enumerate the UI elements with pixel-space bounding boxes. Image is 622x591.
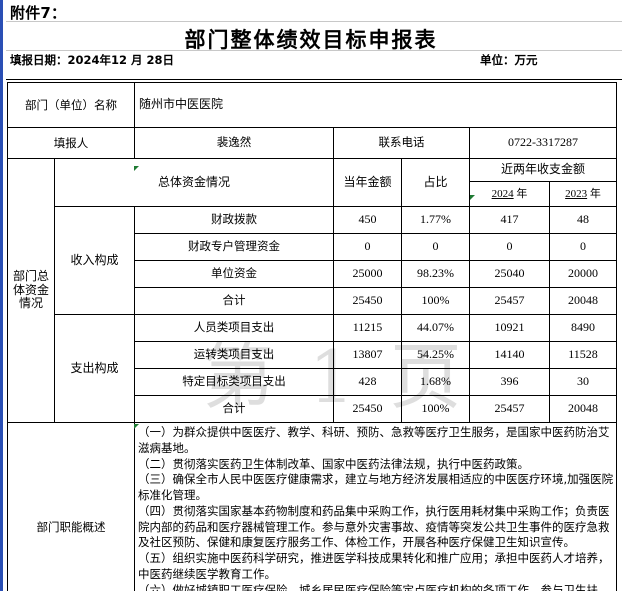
page-title: 部门整体绩效目标申报表 <box>184 28 438 52</box>
reporter-value[interactable]: 裴逸然 <box>134 127 334 159</box>
cell-ratio: 44.07% <box>401 314 470 342</box>
table-row-reporter: 填报人 裴逸然 联系电话 0722-3317287 <box>7 127 617 159</box>
cell-ratio: 54.25% <box>401 341 470 369</box>
col-header-year-2024: 2024 年 <box>469 181 550 207</box>
cell-year-2023: 8490 <box>549 314 617 342</box>
cell-current-amount: 428 <box>333 368 402 396</box>
cell-year-2024: 417 <box>469 206 550 234</box>
year-2023-number: 2023 <box>565 187 588 200</box>
cell-year-2023: 0 <box>549 233 617 261</box>
divider-above-table <box>6 79 622 80</box>
cell-current-amount: 0 <box>333 233 402 261</box>
year-2024-number: 2024 <box>491 187 514 200</box>
row-name: 财政专户管理资金 <box>134 233 334 261</box>
cell-year-2023: 11528 <box>549 341 617 369</box>
duties-paragraph: （五）组织实施中医药科学研究，推进医学科技成果转化和推广应用；承担中医药人才培养… <box>138 551 610 581</box>
duties-paragraph: （六）做好城镇职工医疗保险、城乡居民医疗保险等定点医疗机构的各项工作。参与卫生扶… <box>138 582 598 591</box>
cell-ratio: 98.23% <box>401 260 470 288</box>
cell-year-2024: 14140 <box>469 341 550 369</box>
table-header-row-2: 2024 年 2023 年 <box>8 181 617 207</box>
row-name: 财政拨款 <box>134 206 334 234</box>
cell-year-2024: 396 <box>469 368 550 396</box>
row-name: 运转类项目支出 <box>134 341 334 369</box>
row-group-label-income: 收入构成 <box>54 206 135 315</box>
cell-year-2023: 20000 <box>549 260 617 288</box>
cell-ratio: 1.77% <box>401 206 470 234</box>
duties-content: （一）为群众提供中医医疗、教学、科研、预防、急救等医疗卫生服务，是国家中医药防治… <box>134 422 617 591</box>
col-header-recent-two-years: 近两年收支金额 <box>469 158 617 182</box>
cell-year-2024: 25457 <box>469 395 550 423</box>
table-row: 单位资金 25000 98.23% 25040 20000 <box>8 260 617 288</box>
table-row-dept-name: 部门（单位）名称 随州市中医医院 <box>7 82 617 128</box>
unit-label: 单位：万元 <box>480 53 538 67</box>
cell-current-amount: 450 <box>333 206 402 234</box>
duties-paragraph: （四）贯彻落实国家基本药物制度和药品集中采购工作，执行医用耗材集中采购工作；负责… <box>138 503 610 550</box>
phone-label: 联系电话 <box>333 127 470 159</box>
dept-name-label: 部门（单位）名称 <box>7 82 135 128</box>
table-row: 财政专户管理资金 0 0 0 0 <box>8 233 617 261</box>
cell-year-2024: 0 <box>469 233 550 261</box>
cell-year-2024: 25040 <box>469 260 550 288</box>
reporter-label: 填报人 <box>7 127 135 159</box>
cell-current-amount: 25000 <box>333 260 402 288</box>
cell-ratio: 100% <box>401 287 470 315</box>
duties-paragraph: （三）确保全市人民中医医疗健康需求，建立与地方经济发展相适应的中医医疗环境,加强… <box>138 472 614 502</box>
row-name: 合计 <box>134 287 334 315</box>
cell-ratio: 1.68% <box>401 368 470 396</box>
comment-marker-icon-3 <box>134 424 139 429</box>
cell-current-amount: 11215 <box>333 314 402 342</box>
row-name: 单位资金 <box>134 260 334 288</box>
year-2024-suffix: 年 <box>516 187 528 200</box>
col-header-ratio: 占比 <box>401 158 470 207</box>
row-name: 人员类项目支出 <box>134 314 334 342</box>
cell-ratio: 100% <box>401 395 470 423</box>
divider-under-title <box>6 50 622 51</box>
table-row: 特定目标类项目支出 428 1.68% 396 30 <box>8 368 617 396</box>
cell-current-amount: 13807 <box>333 341 402 369</box>
attachment-label: 附件7： <box>10 4 67 22</box>
cell-year-2023: 20048 <box>549 287 617 315</box>
duties-label: 部门职能概述 <box>7 422 135 591</box>
table-row: 支出构成 人员类项目支出 11215 44.07% 10921 8490 <box>8 314 617 423</box>
duties-paragraph: （二）贯彻落实医药卫生体制改革、国家中医药法律法规，执行中医药政策。 <box>138 456 529 471</box>
section-label-overall-funds: 部门总体资金情况 <box>7 158 55 423</box>
row-group-label-expense: 支出构成 <box>54 314 135 423</box>
row-name: 合计 <box>134 395 334 423</box>
cell-year-2023: 20048 <box>549 395 617 423</box>
table-row: 合计 25450 100% 25457 20048 <box>8 287 617 315</box>
table-header-row-1: 部门总体资金情况 总体资金情况 当年金额 占比 近两年收支金额 <box>7 158 617 423</box>
table-row: 运转类项目支出 13807 54.25% 14140 11528 <box>8 341 617 369</box>
table-row: 合计 25450 100% 25457 20048 <box>8 395 617 423</box>
cell-current-amount: 25450 <box>333 395 402 423</box>
divider-top <box>6 21 622 22</box>
row-name: 特定目标类项目支出 <box>134 368 334 396</box>
cell-current-amount: 25450 <box>333 287 402 315</box>
cell-year-2023: 48 <box>549 206 617 234</box>
phone-value[interactable]: 0722-3317287 <box>469 127 617 159</box>
performance-target-table: 部门（单位）名称 随州市中医医院 填报人 裴逸然 联系电话 0722-33172… <box>7 82 617 591</box>
cell-year-2024: 25457 <box>469 287 550 315</box>
col-header-overall-funds: 总体资金情况 <box>54 158 334 207</box>
year-2023-suffix: 年 <box>589 187 601 200</box>
table-row: 收入构成 财政拨款 450 1.77% 417 48 <box>8 206 617 315</box>
duties-paragraph: （一）为群众提供中医医疗、教学、科研、预防、急救等医疗卫生服务，是国家中医药防治… <box>138 425 610 455</box>
col-header-current-amount: 当年金额 <box>333 158 402 207</box>
comment-marker-icon-2 <box>470 195 475 200</box>
cell-year-2023: 30 <box>549 368 617 396</box>
table-row-duties: 部门职能概述 （一）为群众提供中医医疗、教学、科研、预防、急救等医疗卫生服务，是… <box>7 422 617 591</box>
cell-year-2024: 10921 <box>469 314 550 342</box>
fill-date-label: 填报日期：2024年12 月 28日 <box>10 53 175 67</box>
col-header-year-2023: 2023 年 <box>549 181 617 207</box>
dept-name-value[interactable]: 随州市中医医院 <box>134 82 617 128</box>
cell-ratio: 0 <box>401 233 470 261</box>
document-page: 附件7： 部门整体绩效目标申报表 填报日期：2024年12 月 28日 单位：万… <box>6 0 622 591</box>
comment-marker-icon-1 <box>134 166 139 171</box>
